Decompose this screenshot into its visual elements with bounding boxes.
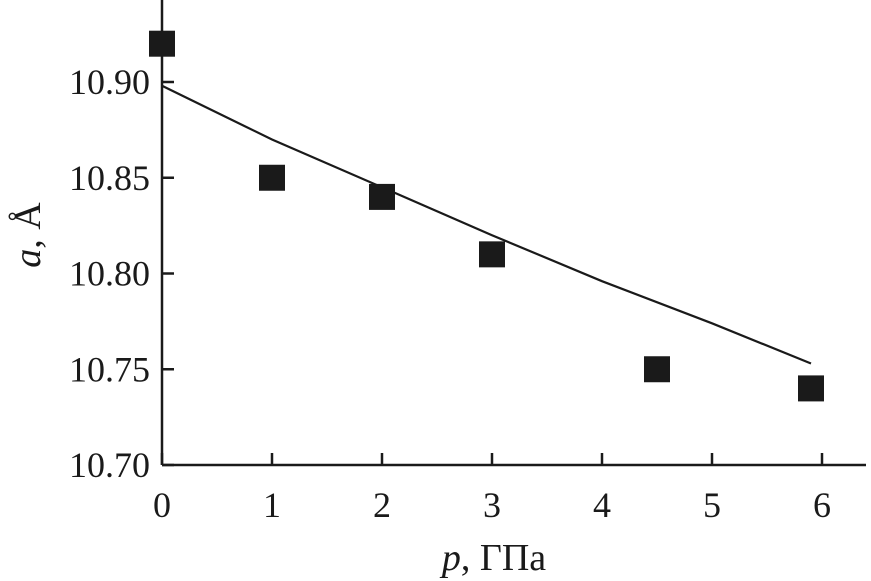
y-tick-label: 10.80 (69, 254, 150, 294)
data-point (479, 241, 505, 268)
x-axis-title: p, ГПа (439, 537, 546, 579)
y-tick-label: 10.75 (69, 349, 150, 389)
data-point (369, 183, 395, 210)
x-tick-label: 6 (813, 485, 831, 525)
x-tick-label: 1 (263, 485, 281, 525)
y-axis-unit: , Å (7, 202, 49, 249)
data-point (798, 375, 824, 402)
y-tick-label: 10.90 (69, 62, 150, 102)
x-tick-label: 2 (373, 485, 391, 525)
data-point (259, 164, 285, 191)
y-tick-label: 10.70 (69, 445, 150, 485)
x-tick-label: 3 (483, 485, 501, 525)
x-axis-variable: p (439, 537, 461, 579)
y-tick-label: 10.85 (69, 158, 150, 198)
x-axis-ticks: 0 1 2 3 4 5 6 (153, 453, 831, 525)
y-axis-title: a, Å (7, 202, 49, 268)
x-axis-unit: , ГПа (461, 537, 546, 579)
fit-line (161, 84, 812, 365)
plot-area (149, 30, 824, 402)
x-tick-label: 0 (153, 485, 171, 525)
data-point (644, 356, 670, 383)
y-axis-variable: a (7, 249, 49, 268)
x-tick-label: 5 (703, 485, 721, 525)
x-tick-label: 4 (593, 485, 611, 525)
y-axis-ticks: 10.70 10.75 10.80 10.85 10.90 (69, 62, 174, 485)
